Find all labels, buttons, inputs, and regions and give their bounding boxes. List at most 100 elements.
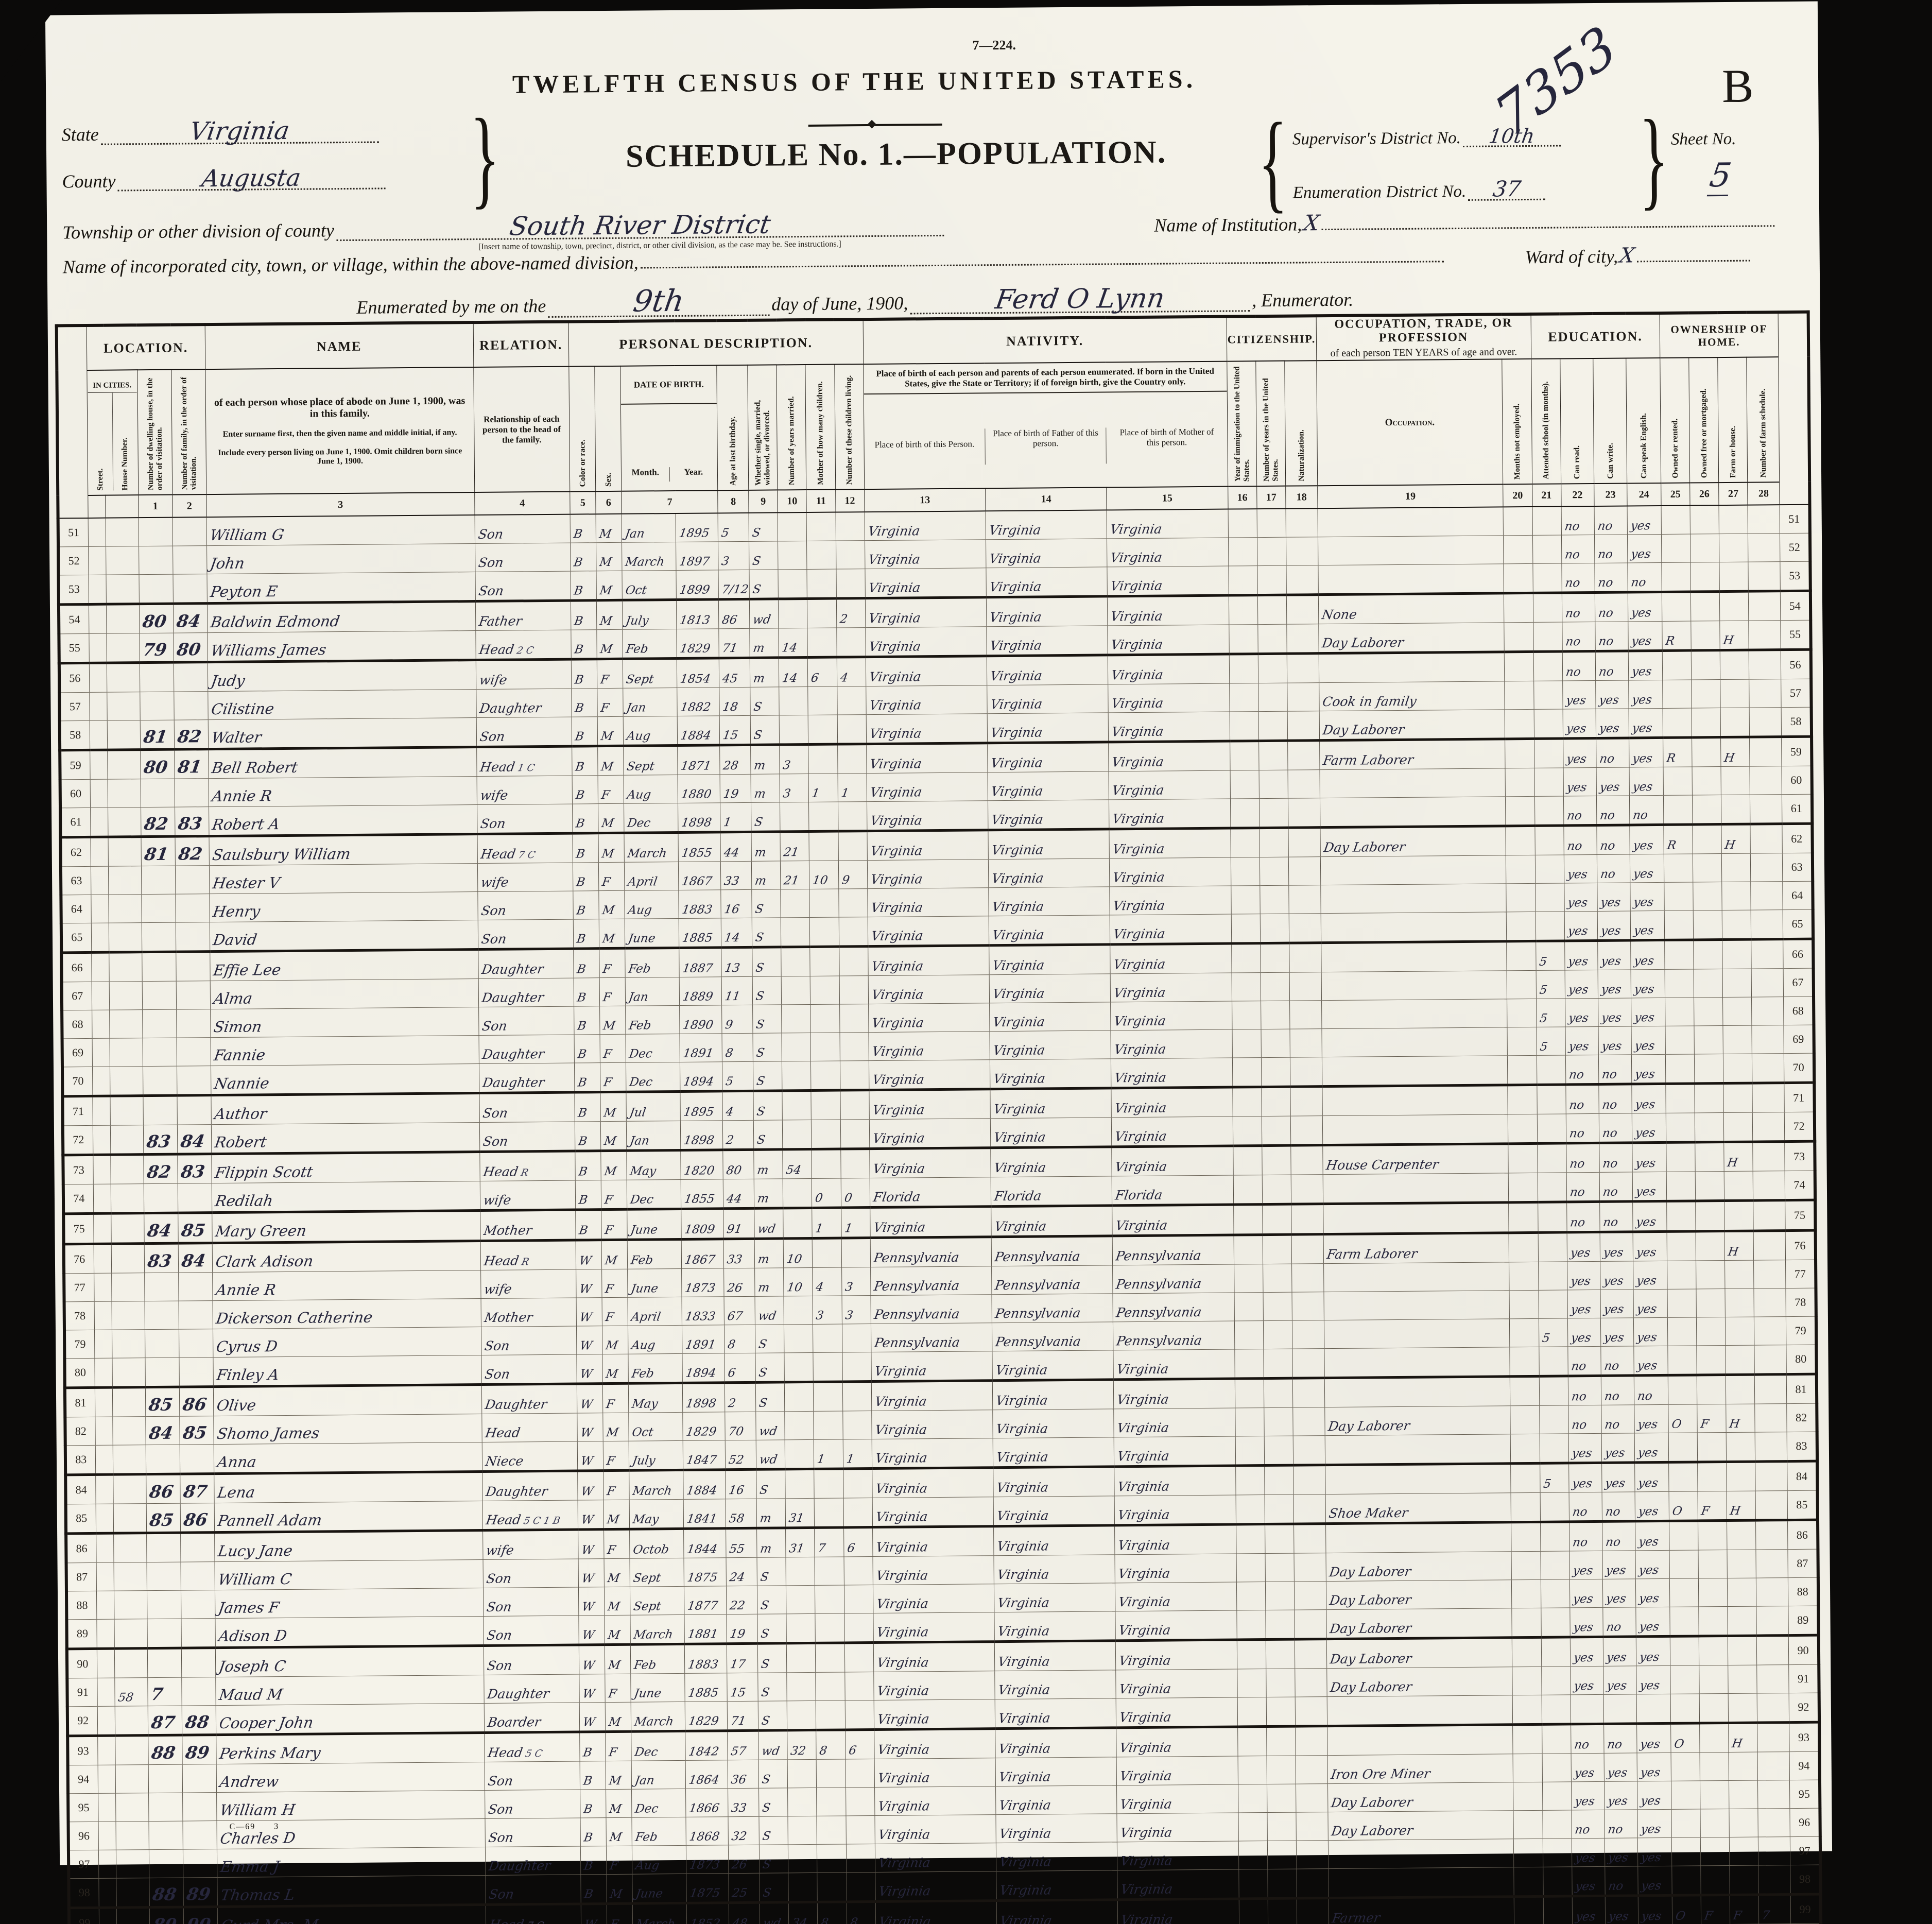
head-pob-mother: Place of birth of Mother of this person. bbox=[1106, 426, 1228, 464]
cell-pb: Virginia bbox=[873, 1612, 995, 1643]
cell-mn bbox=[1513, 1782, 1543, 1811]
cell-nm: Thomas L bbox=[217, 1875, 486, 1907]
cell-c17 bbox=[1260, 914, 1289, 943]
cell-or bbox=[1667, 1289, 1697, 1318]
cell-fs bbox=[1758, 1836, 1790, 1866]
cell-rn: 79 bbox=[1786, 1316, 1817, 1345]
cell-rd: no bbox=[1561, 535, 1595, 563]
cell-fh bbox=[1721, 882, 1751, 911]
cell-mc bbox=[808, 686, 837, 715]
cell-sx: F bbox=[597, 688, 624, 717]
cell-ho bbox=[110, 1066, 143, 1096]
cell-co: B bbox=[575, 1121, 601, 1152]
cell-pb: Virginia bbox=[874, 1814, 996, 1844]
cell-c16 bbox=[1234, 1292, 1264, 1321]
enumeration-value: 37 bbox=[1491, 176, 1523, 202]
cell-n: 66 bbox=[61, 952, 92, 982]
col-number: 17 bbox=[1256, 486, 1286, 509]
cell-c17 bbox=[1259, 798, 1288, 828]
cell-wr: yes bbox=[1600, 1317, 1634, 1347]
cell-mn bbox=[1514, 1896, 1544, 1924]
cell-n: 71 bbox=[62, 1096, 93, 1126]
cell-fs bbox=[1749, 707, 1782, 737]
cell-dw: 80 bbox=[139, 604, 174, 633]
cell-rn: 90 bbox=[1788, 1635, 1819, 1665]
cell-sx: F bbox=[601, 1180, 627, 1210]
cell-sx: F bbox=[601, 1269, 628, 1298]
cell-rl: wife bbox=[479, 1180, 576, 1211]
cell-ho bbox=[115, 1821, 149, 1850]
cell-pm: Virginia bbox=[1110, 1001, 1232, 1030]
cell-by: 1871 bbox=[677, 745, 720, 775]
cell-rn: 96 bbox=[1790, 1808, 1820, 1837]
cell-en: yes bbox=[1634, 1491, 1669, 1521]
cell-en: yes bbox=[1632, 1231, 1667, 1261]
cell-pm: Virginia bbox=[1116, 1784, 1238, 1814]
cell-fs bbox=[1752, 1053, 1785, 1084]
cell-rd: no bbox=[1569, 1521, 1602, 1551]
cell-mn bbox=[1514, 1867, 1543, 1897]
cell-wr: yes bbox=[1596, 767, 1630, 796]
cell-oc bbox=[1324, 1376, 1511, 1407]
cell-mc bbox=[808, 802, 838, 832]
cell-c18 bbox=[1295, 1696, 1327, 1727]
cell-sc bbox=[1539, 1405, 1568, 1434]
cell-c16 bbox=[1234, 1320, 1264, 1350]
col-number: 5 bbox=[570, 491, 596, 514]
cell-pb: Pennsylvania bbox=[871, 1322, 992, 1352]
cell-c17 bbox=[1258, 770, 1288, 799]
cell-sc bbox=[1533, 622, 1562, 652]
cell-or bbox=[1666, 1171, 1696, 1201]
cell-c16 bbox=[1230, 770, 1260, 799]
cell-or: R bbox=[1663, 737, 1692, 767]
cell-c16 bbox=[1231, 885, 1260, 915]
cell-oc bbox=[1321, 999, 1508, 1029]
cell-ym bbox=[784, 1352, 814, 1382]
cell-st bbox=[97, 1678, 115, 1707]
cell-oc bbox=[1325, 1463, 1511, 1494]
cell-pb: Virginia bbox=[868, 974, 990, 1004]
cell-c18 bbox=[1295, 1726, 1327, 1756]
cell-ym: 10 bbox=[783, 1238, 813, 1268]
cell-sx: F bbox=[598, 862, 625, 891]
cell-rd: no bbox=[1566, 1143, 1599, 1173]
township-label: Township or other division of county bbox=[62, 220, 335, 243]
cell-c17 bbox=[1258, 654, 1287, 683]
cell-ym: 10 bbox=[783, 1267, 813, 1296]
cell-co: W bbox=[577, 1383, 603, 1414]
cell-st bbox=[97, 1765, 116, 1794]
cell-fs bbox=[1757, 1751, 1790, 1781]
cell-rl: Son bbox=[481, 1354, 577, 1385]
cell-bm: March bbox=[632, 1903, 687, 1924]
cell-pb: Pennsylvania bbox=[870, 1266, 992, 1296]
cell-fa bbox=[181, 1647, 216, 1678]
cell-pf: Virginia bbox=[994, 1583, 1116, 1612]
cell-fa bbox=[175, 865, 210, 895]
cell-ms: S bbox=[753, 1061, 783, 1091]
cell-nm: Perkins Mary bbox=[216, 1732, 485, 1764]
head-children-living: Number of these children living. bbox=[834, 364, 865, 490]
supervisor-district-field: Supervisor's District No. 10th bbox=[1292, 124, 1561, 149]
group-relation: RELATION. bbox=[473, 321, 569, 368]
cell-cl: 4 bbox=[836, 657, 866, 687]
cell-ag: 7/12 bbox=[718, 570, 750, 599]
cell-c17 bbox=[1261, 1057, 1290, 1087]
cell-ym bbox=[778, 598, 808, 628]
cell-mn bbox=[1504, 622, 1533, 652]
cell-n: 80 bbox=[64, 1358, 95, 1388]
cell-ho bbox=[113, 1562, 147, 1591]
cell-c18 bbox=[1287, 653, 1319, 683]
cell-fs bbox=[1752, 1025, 1784, 1054]
cell-bm: Jan bbox=[622, 513, 676, 543]
cell-or: O bbox=[1672, 1895, 1701, 1924]
cell-c18 bbox=[1292, 1378, 1325, 1408]
cell-st bbox=[91, 952, 109, 982]
cell-rd: no bbox=[1571, 1724, 1604, 1754]
cell-c18 bbox=[1290, 1057, 1322, 1087]
cell-c16 bbox=[1228, 565, 1258, 596]
group-nativity: NATIVITY. bbox=[863, 316, 1227, 365]
cell-ym bbox=[781, 917, 810, 947]
col-number: 24 bbox=[1627, 483, 1661, 506]
cell-nm: Curd Mrs. M bbox=[217, 1904, 486, 1924]
cell-oc bbox=[1323, 1262, 1510, 1292]
